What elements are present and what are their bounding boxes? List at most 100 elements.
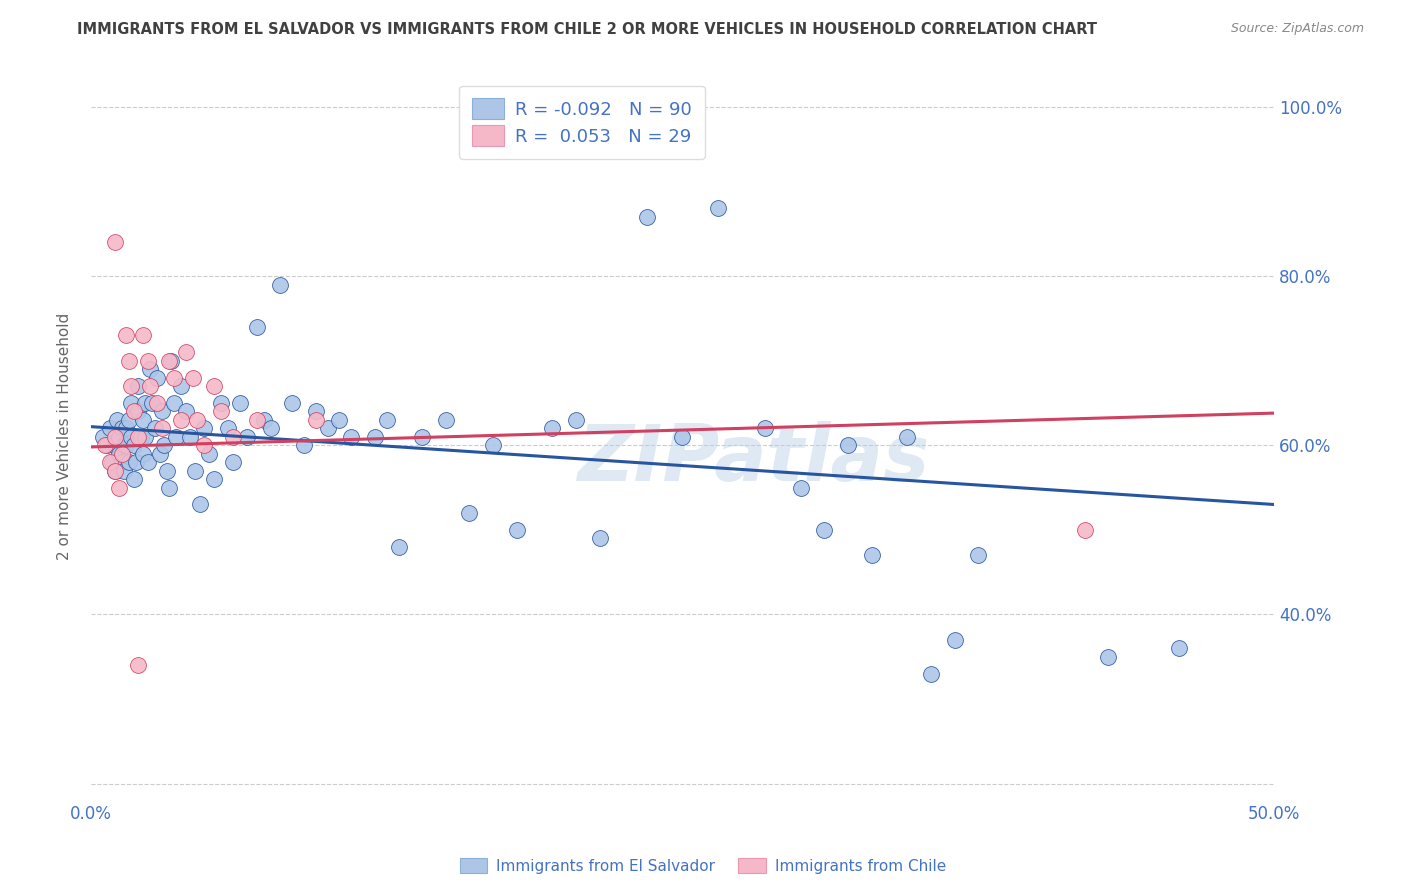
Point [108,447,131,461]
Point [134,396,156,410]
Point [387,540,409,554]
Text: ZIPatlas: ZIPatlas [578,421,929,497]
Point [112,438,135,452]
Point [150,421,173,435]
Point [222,455,245,469]
Point [260,421,283,435]
Point [146,396,169,410]
Point [253,413,276,427]
Point [156,464,179,478]
Point [174,404,197,418]
Y-axis label: 2 or more Vehicles in Household: 2 or more Vehicles in Household [58,313,72,560]
Point [122,438,145,452]
Point [1073,523,1095,537]
Point [209,404,232,418]
Point [115,328,138,343]
Point [108,481,131,495]
Point [245,319,267,334]
Point [115,421,138,435]
Point [671,430,693,444]
Point [198,447,221,461]
Point [104,235,127,250]
Point [129,430,152,444]
Point [122,404,145,418]
Point [229,396,252,410]
Point [188,498,211,512]
Point [120,430,142,444]
Point [340,430,363,444]
Point [160,353,183,368]
Point [281,396,304,410]
Point [170,379,193,393]
Point [179,430,201,444]
Point [434,413,457,427]
Point [896,430,918,444]
Point [122,472,145,486]
Point [506,523,529,537]
Point [174,345,197,359]
Point [837,438,859,452]
Point [108,430,131,444]
Point [165,430,187,444]
Point [141,396,163,410]
Point [292,438,315,452]
Point [588,532,610,546]
Point [1168,641,1191,656]
Point [94,438,117,452]
Point [112,464,135,478]
Point [202,472,225,486]
Point [364,430,387,444]
Point [153,438,176,452]
Point [105,413,128,427]
Point [143,421,166,435]
Point [967,548,990,562]
Point [209,396,232,410]
Legend: Immigrants from El Salvador, Immigrants from Chile: Immigrants from El Salvador, Immigrants … [454,852,952,880]
Point [707,202,730,216]
Point [305,404,328,418]
Point [98,421,121,435]
Point [91,430,114,444]
Point [136,353,159,368]
Point [118,413,141,427]
Point [170,413,193,427]
Point [120,379,142,393]
Point [541,421,564,435]
Point [943,632,966,647]
Point [157,353,180,368]
Point [139,362,162,376]
Point [184,464,207,478]
Point [127,430,149,444]
Point [139,379,162,393]
Point [98,455,121,469]
Point [157,481,180,495]
Point [111,421,134,435]
Point [111,447,134,461]
Text: IMMIGRANTS FROM EL SALVADOR VS IMMIGRANTS FROM CHILE 2 OR MORE VEHICLES IN HOUSE: IMMIGRANTS FROM EL SALVADOR VS IMMIGRANT… [77,22,1097,37]
Point [217,421,239,435]
Point [565,413,588,427]
Point [96,438,118,452]
Point [150,404,173,418]
Legend: R = -0.092   N = 90, R =  0.053   N = 29: R = -0.092 N = 90, R = 0.053 N = 29 [460,86,704,159]
Point [120,396,142,410]
Point [790,481,813,495]
Point [134,430,156,444]
Point [193,438,215,452]
Point [458,506,481,520]
Point [1097,649,1119,664]
Point [813,523,835,537]
Point [245,413,267,427]
Point [136,455,159,469]
Point [305,413,328,427]
Point [181,370,204,384]
Point [127,658,149,673]
Point [127,404,149,418]
Point [754,421,776,435]
Point [222,430,245,444]
Point [411,430,433,444]
Point [193,421,215,435]
Point [118,353,141,368]
Point [132,328,155,343]
Point [482,438,505,452]
